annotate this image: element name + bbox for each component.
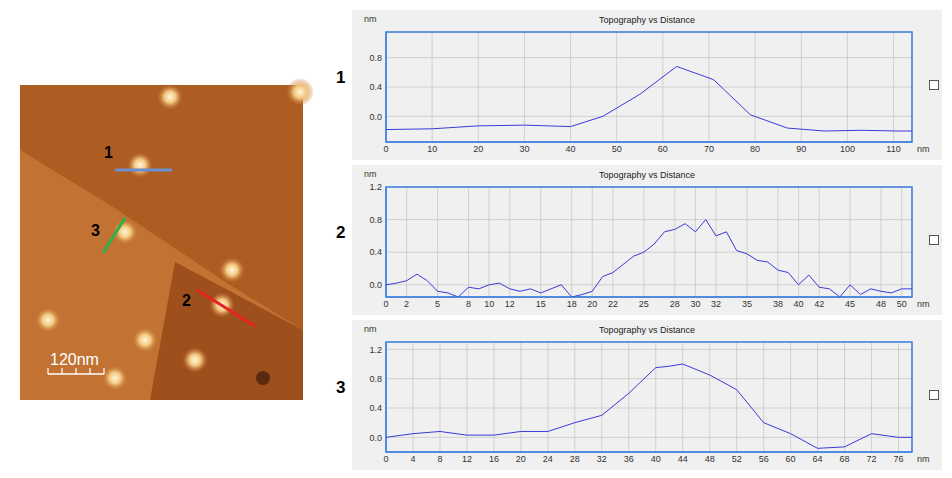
svg-text:60: 60 xyxy=(786,454,796,464)
svg-text:30: 30 xyxy=(519,144,529,154)
svg-text:18: 18 xyxy=(567,299,577,309)
html-text:nm: nm xyxy=(364,324,377,334)
svg-text:50: 50 xyxy=(897,299,907,309)
svg-text:12: 12 xyxy=(462,454,472,464)
svg-text:0.0: 0.0 xyxy=(369,112,382,122)
svg-text:32: 32 xyxy=(597,454,607,464)
svg-text:36: 36 xyxy=(624,454,634,464)
html-text:Topography vs Distance: Topography vs Distance xyxy=(599,325,695,335)
svg-text:100: 100 xyxy=(840,144,855,154)
svg-text:12: 12 xyxy=(505,299,515,309)
html-text:1: 1 xyxy=(336,68,346,87)
html-text:nm: nm xyxy=(917,144,930,154)
svg-text:52: 52 xyxy=(732,454,742,464)
svg-text:24: 24 xyxy=(543,454,553,464)
svg-text:28: 28 xyxy=(570,454,580,464)
svg-text:5: 5 xyxy=(435,299,440,309)
svg-text:2: 2 xyxy=(404,299,409,309)
svg-text:120nm: 120nm xyxy=(50,351,99,368)
svg-text:40: 40 xyxy=(566,144,576,154)
svg-text:0.4: 0.4 xyxy=(369,247,382,257)
svg-text:25: 25 xyxy=(639,299,649,309)
svg-text:48: 48 xyxy=(876,299,886,309)
svg-text:44: 44 xyxy=(678,454,688,464)
svg-text:0.4: 0.4 xyxy=(369,403,382,413)
svg-text:76: 76 xyxy=(894,454,904,464)
svg-text:72: 72 xyxy=(867,454,877,464)
svg-text:22: 22 xyxy=(608,299,618,309)
svg-text:35: 35 xyxy=(742,299,752,309)
html-text:Topography vs Distance: Topography vs Distance xyxy=(599,170,695,180)
svg-text:56: 56 xyxy=(759,454,769,464)
svg-text:1.2: 1.2 xyxy=(369,182,382,192)
svg-text:20: 20 xyxy=(516,454,526,464)
svg-text:0: 0 xyxy=(383,299,388,309)
svg-text:68: 68 xyxy=(840,454,850,464)
svg-text:0: 0 xyxy=(383,144,388,154)
svg-text:30: 30 xyxy=(690,299,700,309)
svg-text:15: 15 xyxy=(536,299,546,309)
html-text:nm: nm xyxy=(364,169,377,179)
svg-text:0.8: 0.8 xyxy=(369,374,382,384)
svg-text:1.2: 1.2 xyxy=(369,345,382,355)
html-text:nm: nm xyxy=(364,14,377,24)
svg-text:10: 10 xyxy=(484,299,494,309)
svg-text:38: 38 xyxy=(773,299,783,309)
svg-text:40: 40 xyxy=(651,454,661,464)
html-text:nm: nm xyxy=(917,454,930,464)
svg-text:20: 20 xyxy=(473,144,483,154)
html-text:3: 3 xyxy=(336,378,346,397)
html-text:Topography vs Distance: Topography vs Distance xyxy=(599,15,695,25)
svg-text:50: 50 xyxy=(612,144,622,154)
svg-text:20: 20 xyxy=(587,299,597,309)
svg-text:0: 0 xyxy=(383,454,388,464)
svg-text:10: 10 xyxy=(427,144,437,154)
svg-text:80: 80 xyxy=(750,144,760,154)
svg-text:0.0: 0.0 xyxy=(369,280,382,290)
svg-text:0.8: 0.8 xyxy=(369,215,382,225)
svg-text:110: 110 xyxy=(886,144,900,154)
svg-text:3: 3 xyxy=(91,222,100,239)
svg-text:0.0: 0.0 xyxy=(369,433,382,443)
svg-text:70: 70 xyxy=(704,144,714,154)
svg-text:0.8: 0.8 xyxy=(369,53,382,63)
svg-text:32: 32 xyxy=(711,299,721,309)
svg-text:60: 60 xyxy=(658,144,668,154)
svg-text:0.4: 0.4 xyxy=(369,82,382,92)
svg-text:2: 2 xyxy=(182,292,191,309)
svg-text:64: 64 xyxy=(813,454,823,464)
svg-text:42: 42 xyxy=(814,299,824,309)
svg-text:45: 45 xyxy=(845,299,855,309)
html-text:2: 2 xyxy=(336,223,346,242)
svg-text:48: 48 xyxy=(705,454,715,464)
svg-text:4: 4 xyxy=(410,454,415,464)
svg-text:28: 28 xyxy=(670,299,680,309)
svg-text:8: 8 xyxy=(466,299,471,309)
svg-text:1: 1 xyxy=(104,144,113,161)
svg-text:8: 8 xyxy=(437,454,442,464)
html-text:nm: nm xyxy=(917,299,930,309)
svg-text:16: 16 xyxy=(489,454,499,464)
svg-text:40: 40 xyxy=(794,299,804,309)
svg-text:90: 90 xyxy=(796,144,806,154)
